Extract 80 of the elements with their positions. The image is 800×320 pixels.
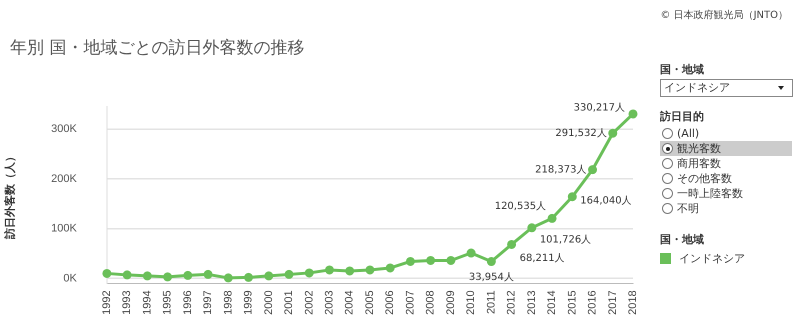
data-label: 291,532人 (555, 128, 607, 139)
point (628, 109, 638, 118)
x-tick-label: 2015 (566, 290, 578, 315)
text: 観光客数 (677, 141, 721, 156)
x-tick-label: 1992 (100, 290, 113, 315)
point (183, 270, 192, 280)
x-tick-label: 2000 (262, 290, 275, 315)
point (386, 263, 395, 272)
dropdown: インドネシア (660, 79, 793, 97)
legend-label: インドネシア (679, 251, 745, 266)
text: 商用客数 (677, 156, 721, 171)
x-tick-label: 2004 (344, 290, 356, 315)
x-tick-label: 2010 (465, 290, 478, 315)
y-axis-title: 訪日外客数（人） (4, 151, 17, 240)
point (608, 128, 618, 138)
data-label: 164,040人 (580, 195, 632, 206)
chart-title: 年別 国・地域ごとの訪日外客数の推移 (10, 37, 304, 59)
x-tick-label: 2002 (303, 290, 316, 315)
text: 一時上陸客数 (677, 186, 743, 201)
data-label: 101,726人 (540, 234, 592, 246)
point (122, 270, 132, 280)
x-tick-label: 2012 (506, 290, 518, 315)
point (486, 257, 496, 266)
point (324, 265, 334, 274)
point (365, 265, 374, 274)
x-tick-label: 2005 (364, 290, 376, 315)
point (548, 214, 557, 223)
data-label: 330,217人 (574, 102, 625, 114)
text: 訪日目的 (660, 109, 705, 124)
x-tick-label: 2011 (485, 290, 498, 314)
x-tick-label: 1999 (242, 290, 255, 315)
point (426, 256, 436, 265)
x-tick-label: 2008 (424, 290, 437, 315)
x-tick-label: 2014 (546, 290, 558, 315)
point (284, 270, 294, 279)
point (568, 192, 577, 202)
point (507, 240, 516, 249)
x-tick-label: 2001 (283, 290, 296, 315)
x-tick-label: 1995 (162, 290, 174, 315)
text: 不明 (677, 201, 699, 216)
point (204, 270, 213, 279)
text: (All) (677, 126, 700, 141)
point (224, 273, 233, 282)
point (345, 266, 354, 276)
legend-title: 国・地域 (660, 232, 705, 247)
text: © 日本政府観光局（JNTO） (660, 8, 788, 22)
y-tick-label: 300K (51, 123, 78, 136)
x-tick-label: 1998 (222, 290, 234, 315)
x-tick-label: 2006 (384, 290, 396, 315)
y-tick-label: 100K (51, 222, 78, 235)
x-tick-label: 1996 (182, 290, 194, 315)
data-label: 218,373人 (535, 164, 587, 176)
x-tick-label: 1993 (121, 290, 134, 315)
x-tick-label: 2017 (606, 290, 619, 315)
point (163, 272, 172, 282)
data-label: 120,535人 (494, 200, 546, 212)
x-tick-label: 2013 (526, 290, 538, 315)
point (264, 271, 274, 280)
point (446, 256, 456, 265)
text: その他客数 (677, 171, 732, 186)
point (527, 223, 536, 232)
y-tick-label: 200K (51, 172, 78, 185)
x-tick-label: 2009 (444, 290, 457, 315)
text: 国・地域 (660, 62, 705, 77)
x-tick-label: 1997 (202, 290, 214, 315)
point (102, 268, 112, 278)
point (304, 268, 314, 278)
y-tick-label: 0K (63, 272, 78, 284)
x-tick-label: 2003 (324, 290, 336, 315)
x-tick-label: 1994 (141, 290, 154, 315)
point (142, 271, 152, 280)
point (244, 272, 254, 282)
data-label: 68,211人 (520, 253, 565, 264)
x-tick-label: 2018 (627, 290, 640, 315)
data-label: 33,954人 (468, 272, 514, 284)
x-tick-label: 2016 (586, 290, 599, 315)
point (466, 248, 476, 258)
point (406, 256, 415, 266)
x-tick-label: 2007 (404, 290, 416, 315)
point (588, 165, 598, 174)
